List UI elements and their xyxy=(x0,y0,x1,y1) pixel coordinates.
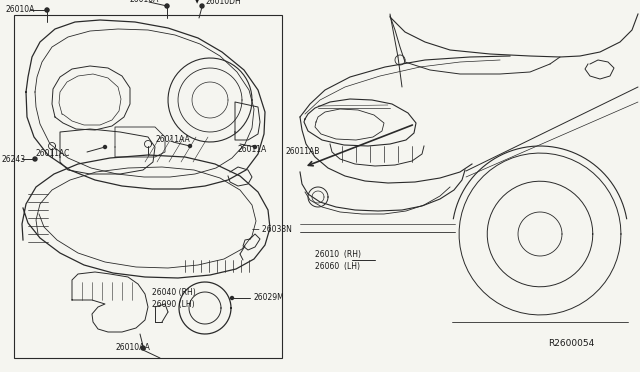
Text: 26010  (RH): 26010 (RH) xyxy=(315,250,361,259)
Circle shape xyxy=(200,4,204,8)
Circle shape xyxy=(141,346,145,350)
Circle shape xyxy=(33,157,37,161)
Text: 26011AA: 26011AA xyxy=(155,135,189,144)
Circle shape xyxy=(165,4,169,8)
Text: 26243: 26243 xyxy=(2,154,26,164)
Circle shape xyxy=(45,8,49,12)
Text: — 26038N: — 26038N xyxy=(252,224,292,234)
Text: R2600054: R2600054 xyxy=(548,340,595,349)
Circle shape xyxy=(253,145,257,148)
Text: 26010A: 26010A xyxy=(5,6,35,15)
Text: ▼: ▼ xyxy=(195,0,199,4)
Circle shape xyxy=(189,144,191,148)
Bar xyxy=(14,15,282,358)
Text: 26040 (RH): 26040 (RH) xyxy=(152,288,196,296)
Text: 26010DH: 26010DH xyxy=(205,0,241,6)
Text: 26011A: 26011A xyxy=(238,145,268,154)
Text: 26011AB: 26011AB xyxy=(285,148,319,157)
Text: 26011AC: 26011AC xyxy=(35,148,69,157)
Circle shape xyxy=(166,4,168,7)
Circle shape xyxy=(104,145,106,148)
Circle shape xyxy=(45,9,49,12)
Text: 26090 (LH): 26090 (LH) xyxy=(152,299,195,308)
Text: 26010A: 26010A xyxy=(130,0,159,4)
Circle shape xyxy=(230,296,234,299)
Text: 26060  (LH): 26060 (LH) xyxy=(315,262,360,270)
Text: 26010AA: 26010AA xyxy=(115,343,150,352)
Text: 26029M: 26029M xyxy=(253,294,284,302)
